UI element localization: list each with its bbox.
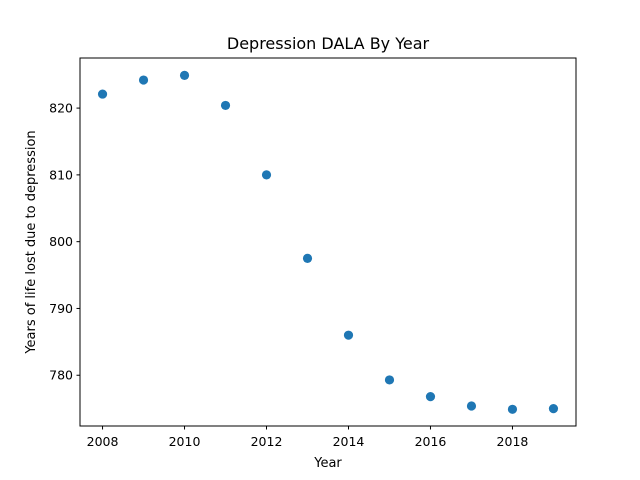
x-tick-label: 2014 <box>333 434 365 449</box>
plot-frame <box>79 57 577 427</box>
data-point <box>548 404 559 414</box>
x-axis-label: Year <box>313 456 342 471</box>
data-point <box>507 404 518 414</box>
data-point <box>302 253 313 263</box>
x-tick-label: 2016 <box>415 434 447 449</box>
data-point <box>97 89 108 99</box>
data-point <box>425 392 436 402</box>
y-tick-label: 800 <box>49 234 73 249</box>
data-point <box>466 401 477 411</box>
data-point <box>343 330 354 340</box>
data-point <box>138 75 149 85</box>
y-tick-label: 780 <box>49 368 73 383</box>
data-point <box>179 70 190 80</box>
chart-title: Depression DALA By Year <box>227 34 430 53</box>
x-axis-ticks: 2008 2010 2012 2014 2016 2018 <box>87 426 529 449</box>
x-tick-label: 2008 <box>87 434 119 449</box>
y-tick-label: 810 <box>49 167 73 182</box>
y-tick-label: 820 <box>49 101 73 116</box>
x-tick-label: 2018 <box>497 434 529 449</box>
data-point <box>261 170 272 180</box>
data-point <box>384 375 395 385</box>
data-points <box>97 70 559 414</box>
x-tick-label: 2010 <box>169 434 201 449</box>
y-axis-label: Years of life lost due to depression <box>24 130 39 354</box>
y-tick-label: 790 <box>49 301 73 316</box>
data-point <box>220 100 231 111</box>
y-axis-ticks: 780 790 800 810 820 <box>49 101 80 383</box>
x-tick-label: 2012 <box>251 434 283 449</box>
